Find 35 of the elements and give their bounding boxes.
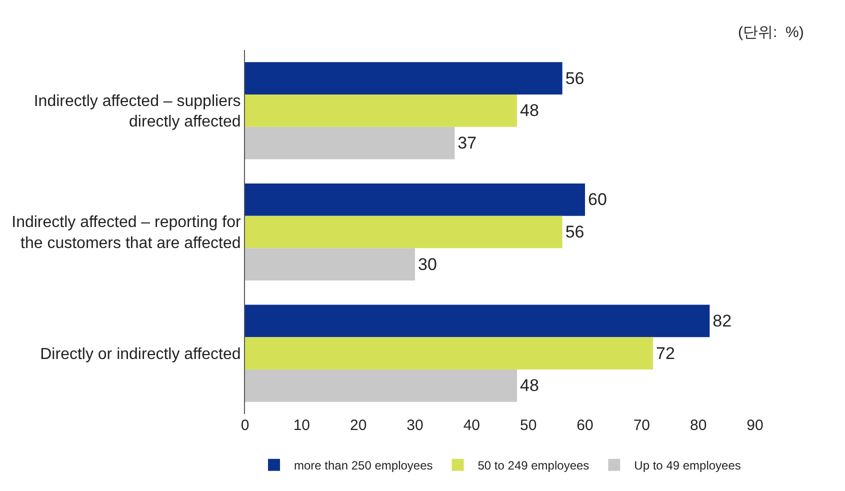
y-tick-label: Directly or indirectly affected: [40, 346, 241, 363]
x-tick-label: 30: [406, 417, 424, 434]
x-tick-label: 70: [633, 417, 650, 434]
data-label: 56: [565, 222, 584, 242]
data-label: 60: [588, 190, 607, 210]
bar: [245, 337, 653, 370]
bar: [245, 248, 415, 281]
legend-label: Up to 49 employees: [634, 458, 741, 473]
data-label: 48: [520, 376, 539, 396]
data-label: 48: [520, 101, 539, 120]
bar: [245, 126, 455, 160]
x-tick-label: 90: [746, 417, 764, 434]
x-tick-label: 50: [520, 417, 537, 434]
data-label: 72: [656, 344, 675, 363]
data-label: 30: [418, 254, 437, 274]
text: (단위: %): [738, 24, 804, 41]
data-label: 37: [458, 134, 477, 153]
x-tick-label: 60: [576, 417, 594, 434]
bar: [245, 304, 710, 338]
bar: [245, 370, 517, 402]
data-label: 82: [712, 311, 732, 330]
x-tick-label: 80: [690, 417, 707, 434]
bar: [245, 62, 562, 94]
x-tick-label: 20: [350, 417, 367, 434]
y-tick-label: Indirectly affected – reporting for the customers that are affected: [12, 214, 242, 252]
legend-label: 50 to 249 employees: [478, 458, 590, 473]
bar: [245, 183, 585, 216]
x-tick-label: 40: [463, 417, 480, 434]
y-tick-label: Indirectly affected – suppliers directly affected: [34, 92, 241, 131]
x-tick-label: 10: [293, 417, 310, 434]
data-label: 56: [565, 68, 584, 88]
bar: [245, 94, 517, 127]
x-tick-label: 0: [240, 417, 250, 434]
legend-label: more than 250 employees: [294, 458, 433, 473]
bar: [245, 216, 562, 248]
